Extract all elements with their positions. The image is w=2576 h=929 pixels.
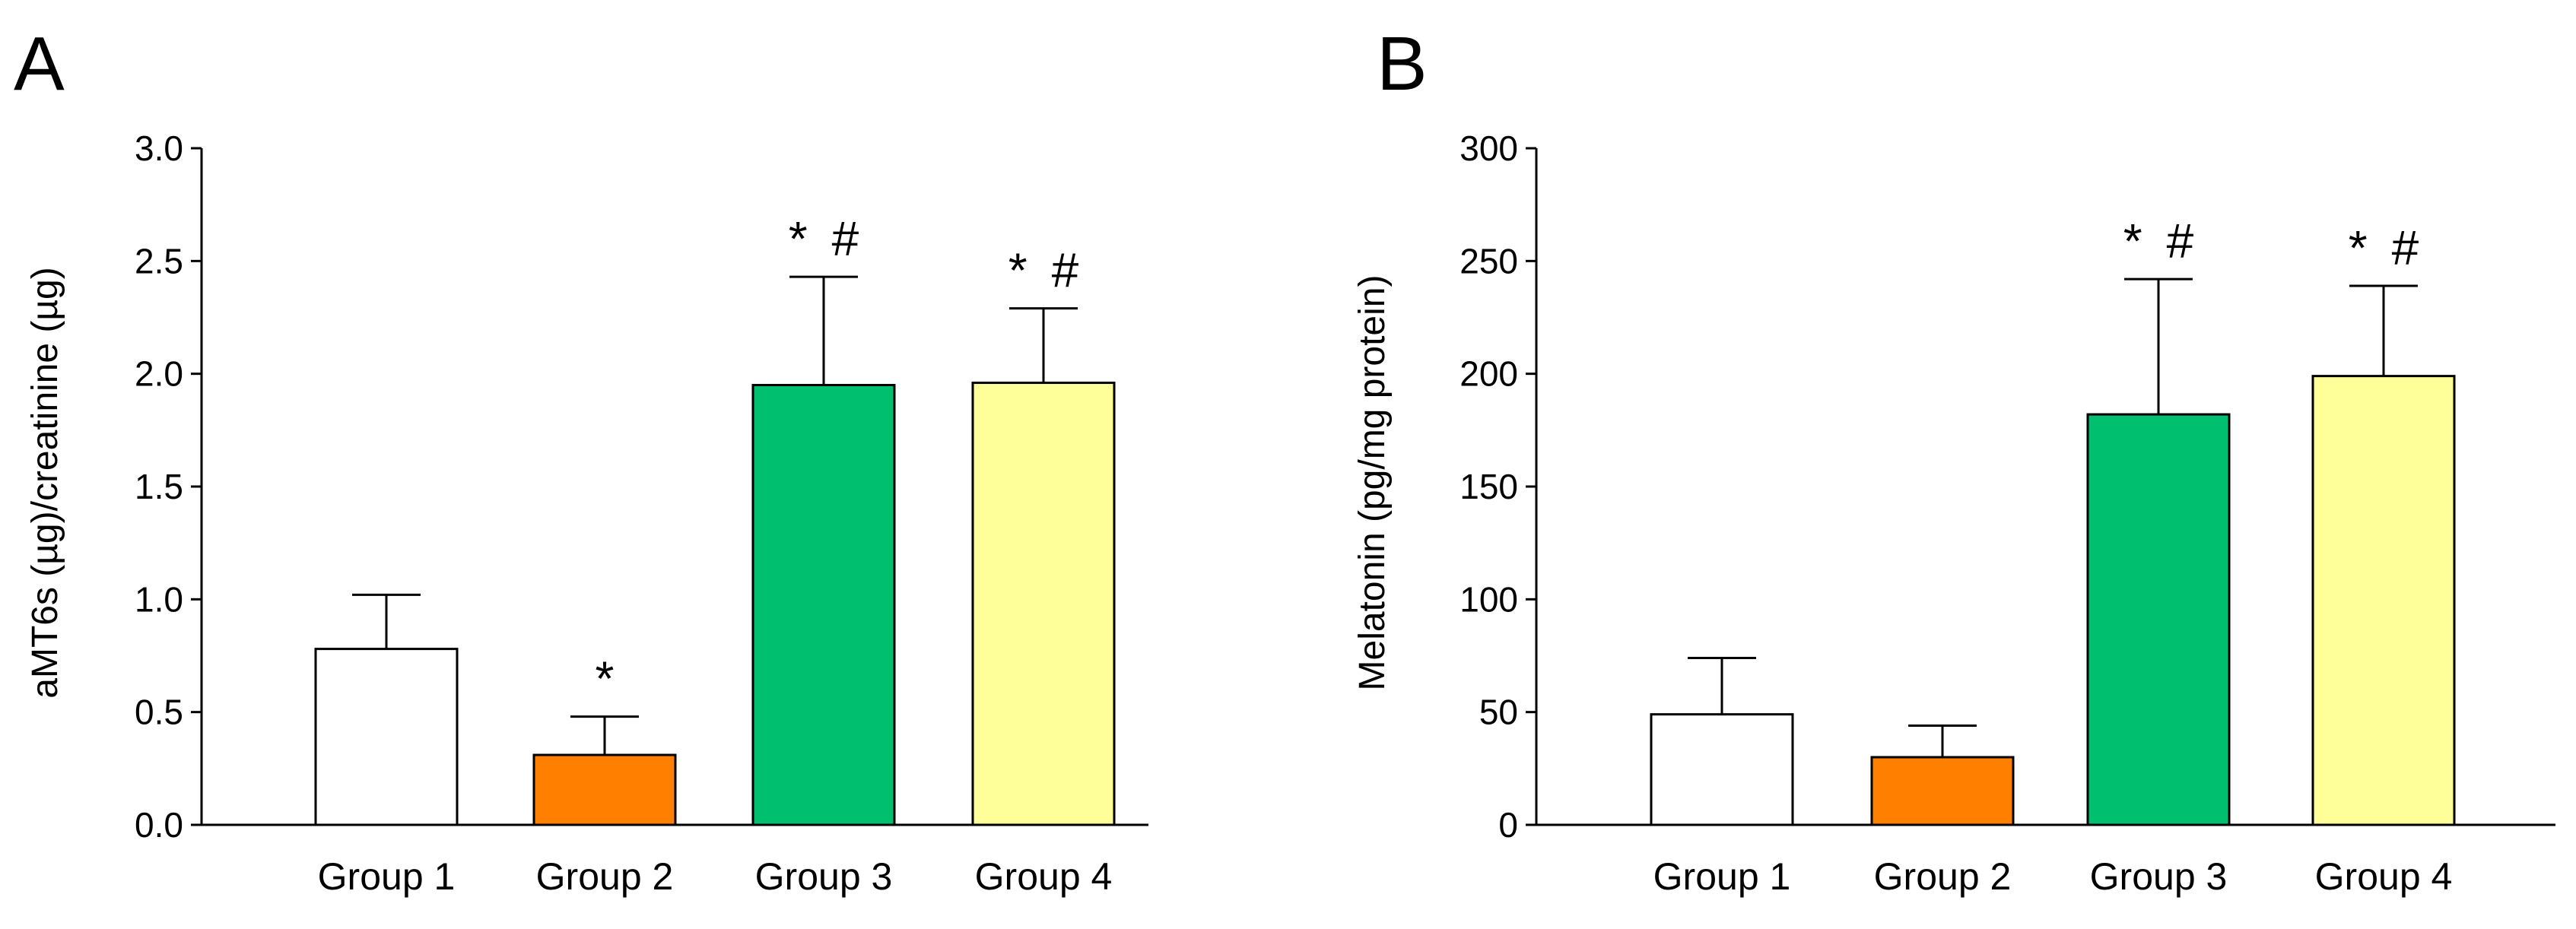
- panel-a-bar-2: [532, 753, 677, 826]
- panel-b-y-axis-title: Melatonin (pg/mg protein): [1352, 275, 1393, 691]
- panel-b-bar-1: [1650, 713, 1794, 826]
- panel-a-y-tick-label: 0.5: [135, 693, 183, 732]
- panel-a-bar-4: [971, 382, 1116, 826]
- panel-b-y-tick-label: 100: [1460, 579, 1518, 619]
- panel-b-y-tick-label: 0: [1498, 805, 1518, 845]
- panel-a-y-tick-label: 1.5: [135, 467, 183, 506]
- panel-b-category-label-1: Group 1: [1653, 855, 1791, 898]
- panel-a-y-tick-label: 3.0: [135, 128, 183, 168]
- panel-b-y-tick-label: 200: [1460, 354, 1518, 394]
- panel-b-plot-area: 0 50 100 150 200 250 300 Group 1 Group 2 Group 3 *…: [1460, 128, 2555, 898]
- panel-a-bar-1: [314, 648, 459, 826]
- panel-b: B Melatonin (pg/mg protein) 0 50 100 150 200…: [1352, 21, 2555, 898]
- panel-b-category-label-3: Group 3: [2090, 855, 2228, 898]
- panel-b-y-tick-label: 50: [1479, 693, 1518, 732]
- panel-a-category-label-1: Group 1: [318, 855, 456, 898]
- panel-a-y-tick-label: 0.0: [135, 805, 183, 845]
- panel-b-significance-4: * #: [2349, 220, 2419, 275]
- panel-a-category-label-3: Group 3: [755, 855, 893, 898]
- panel-a-category-label-4: Group 4: [975, 855, 1113, 898]
- panel-b-bar-4: [2311, 375, 2456, 826]
- panel-a-letter: A: [14, 21, 65, 106]
- panel-a-significance-4: * #: [1008, 243, 1079, 298]
- panel-b-y-tick-label: 300: [1460, 128, 1518, 168]
- panel-a-y-tick-label: 2.5: [135, 241, 183, 281]
- panel-b-y-tick-label: 150: [1460, 467, 1518, 506]
- panel-a-bar-3: [751, 384, 896, 826]
- panel-b-bar-2: [1870, 756, 2015, 826]
- panel-a-plot-area: 0.0 0.5 1.0 1.5 2.0 2.5 3.0 Group 1 Group 2 * Grou…: [135, 128, 1148, 898]
- panel-b-significance-3: * #: [2123, 214, 2194, 268]
- panel-a: A aMT6s (µg)/creatinine (µg) 0.0 0.5 1.0 1.…: [14, 21, 1148, 898]
- panel-a-y-tick-label: 2.0: [135, 354, 183, 394]
- panel-b-category-label-2: Group 2: [1874, 855, 2012, 898]
- panel-b-y-tick-label: 250: [1460, 241, 1518, 281]
- panel-a-significance-3: * #: [789, 211, 859, 266]
- panel-a-significance-2: *: [596, 652, 615, 706]
- panel-a-y-axis-title: aMT6s (µg)/creatinine (µg): [25, 267, 65, 698]
- panel-b-letter: B: [1377, 21, 1428, 106]
- panel-a-y-tick-label: 1.0: [135, 579, 183, 619]
- panel-a-category-label-2: Group 2: [536, 855, 674, 898]
- panel-b-bar-3: [2086, 413, 2231, 826]
- panel-b-category-label-4: Group 4: [2315, 855, 2453, 898]
